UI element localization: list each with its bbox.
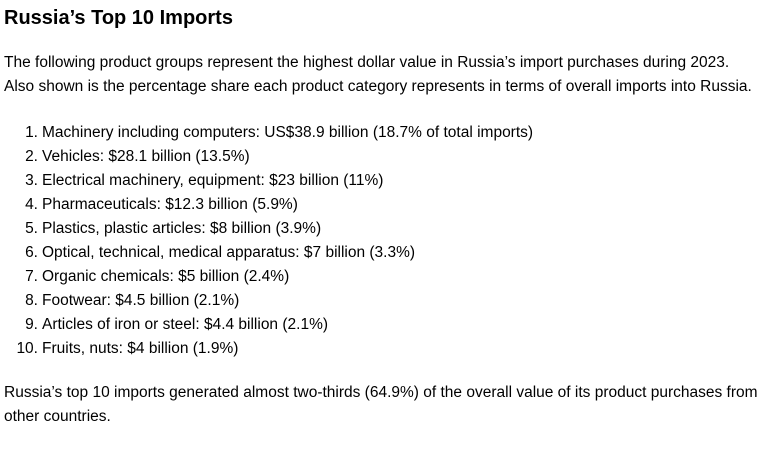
list-item-text: Footwear: $4.5 billion (2.1%) bbox=[42, 292, 240, 309]
list-item-number: 5. bbox=[25, 220, 38, 237]
list-item-number: 3. bbox=[25, 172, 38, 189]
list-item-text: Electrical machinery, equipment: $23 bil… bbox=[42, 172, 384, 189]
list-item: 7. Organic chemicals: $5 billion (2.4%) bbox=[4, 265, 775, 289]
imports-list: 1. Machinery including computers: US$38.… bbox=[4, 121, 775, 361]
list-item: 6. Optical, technical, medical apparatus… bbox=[4, 241, 775, 265]
list-item-text: Optical, technical, medical apparatus: $… bbox=[42, 244, 416, 261]
list-item-number: 10. bbox=[16, 340, 38, 357]
list-item-text: Articles of iron or steel: $4.4 billion … bbox=[42, 316, 329, 333]
list-item: 9. Articles of iron or steel: $4.4 billi… bbox=[4, 313, 775, 337]
list-item-number: 1. bbox=[25, 124, 38, 141]
list-item-number: 9. bbox=[25, 316, 38, 333]
page-title: Russia’s Top 10 Imports bbox=[4, 7, 233, 29]
list-item-text: Pharmaceuticals: $12.3 billion (5.9%) bbox=[42, 196, 298, 213]
list-item: 1. Machinery including computers: US$38.… bbox=[4, 121, 775, 145]
list-item: 4. Pharmaceuticals: $12.3 billion (5.9%) bbox=[4, 193, 775, 217]
list-item-number: 2. bbox=[25, 148, 38, 165]
list-item-text: Machinery including computers: US$38.9 b… bbox=[42, 124, 534, 141]
list-item-number: 4. bbox=[25, 196, 38, 213]
intro-paragraph: The following product groups represent t… bbox=[4, 54, 752, 95]
list-item: 3. Electrical machinery, equipment: $23 … bbox=[4, 169, 775, 193]
list-item-text: Fruits, nuts: $4 billion (1.9%) bbox=[42, 340, 239, 357]
list-item-text: Plastics, plastic articles: $8 billion (… bbox=[42, 220, 322, 237]
list-item: 8. Footwear: $4.5 billion (2.1%) bbox=[4, 289, 775, 313]
list-item-text: Vehicles: $28.1 billion (13.5%) bbox=[42, 148, 250, 165]
list-item-number: 7. bbox=[25, 268, 38, 285]
list-item-number: 6. bbox=[25, 244, 38, 261]
list-item: 10. Fruits, nuts: $4 billion (1.9%) bbox=[4, 337, 775, 361]
list-item: 5. Plastics, plastic articles: $8 billio… bbox=[4, 217, 775, 241]
list-item-number: 8. bbox=[25, 292, 38, 309]
summary-paragraph: Russia’s top 10 imports generated almost… bbox=[4, 384, 758, 425]
list-item-text: Organic chemicals: $5 billion (2.4%) bbox=[42, 268, 290, 285]
list-item: 2. Vehicles: $28.1 billion (13.5%) bbox=[4, 145, 775, 169]
